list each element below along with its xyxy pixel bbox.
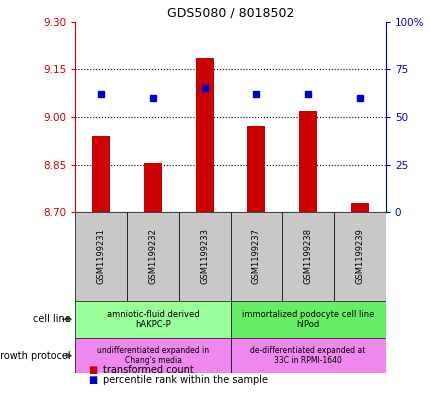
Bar [92,136,110,212]
Bar [127,212,178,301]
Text: ■: ■ [88,375,97,385]
Bar [75,301,230,338]
Bar [178,212,230,301]
Bar [350,203,368,212]
Bar [230,301,385,338]
Bar [75,338,230,373]
Text: immortalized podocyte cell line
hIPod: immortalized podocyte cell line hIPod [241,310,374,329]
Text: cell line: cell line [33,314,71,324]
Text: GSM1199239: GSM1199239 [355,228,363,285]
Title: GDS5080 / 8018502: GDS5080 / 8018502 [166,6,294,19]
Text: percentile rank within the sample: percentile rank within the sample [103,375,268,385]
Text: GSM1199233: GSM1199233 [200,228,209,285]
Bar [298,110,316,212]
Bar [75,212,127,301]
Bar [247,127,265,212]
Text: GSM1199238: GSM1199238 [303,228,312,285]
Bar [230,212,282,301]
Text: GSM1199237: GSM1199237 [252,228,260,285]
Bar [282,212,333,301]
Bar [144,163,162,212]
Text: ■: ■ [88,365,97,375]
Bar [333,212,385,301]
Bar [230,338,385,373]
Text: amniotic-fluid derived
hAKPC-P: amniotic-fluid derived hAKPC-P [107,310,199,329]
Text: de-differentiated expanded at
33C in RPMI-1640: de-differentiated expanded at 33C in RPM… [250,346,365,365]
Text: GSM1199231: GSM1199231 [97,228,105,285]
Text: GSM1199232: GSM1199232 [148,228,157,285]
Text: growth protocol: growth protocol [0,351,71,361]
Bar [195,58,213,212]
Text: transformed count: transformed count [103,365,194,375]
Text: undifferentiated expanded in
Chang's media: undifferentiated expanded in Chang's med… [97,346,209,365]
